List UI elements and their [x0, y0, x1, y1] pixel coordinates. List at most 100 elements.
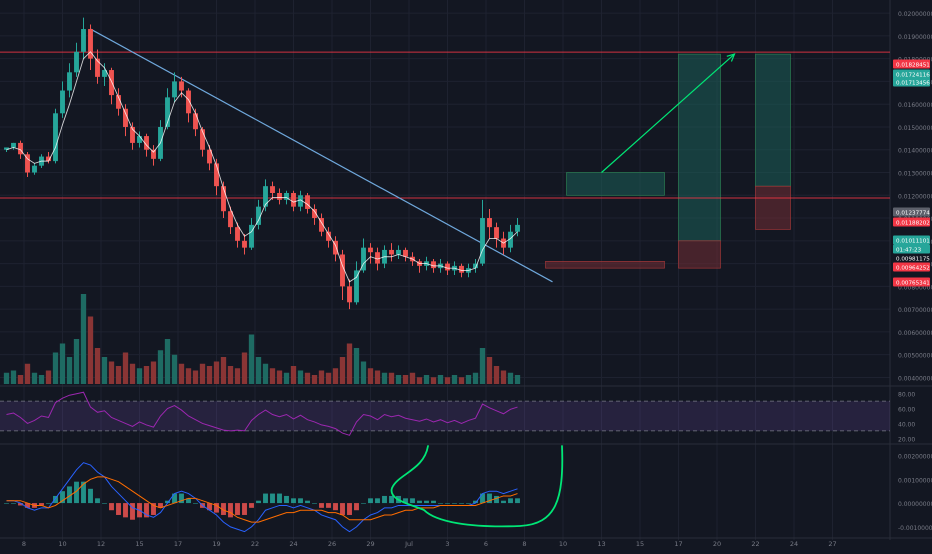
candle-body: [487, 218, 492, 228]
candle-body: [319, 218, 324, 232]
price-label-text: 01:47:23: [896, 248, 922, 254]
time-tick-label: 10: [559, 540, 567, 548]
volume-bar: [66, 357, 73, 384]
volume-bar: [248, 334, 255, 384]
time-tick-label: Jul: [404, 540, 413, 548]
stop-zone[interactable]: [678, 240, 721, 269]
candle-body: [193, 113, 198, 130]
price-label-badge[interactable]: [893, 207, 930, 217]
candle-body: [389, 249, 394, 255]
price-label-badge[interactable]: [893, 253, 930, 263]
hand-drawn-annotation[interactable]: [390, 445, 564, 528]
volume-bar: [157, 350, 164, 384]
volume-bar: [199, 363, 206, 384]
macd-histogram-bar: [410, 498, 415, 504]
time-tick-label: 17: [174, 540, 182, 548]
price-label-badge[interactable]: [893, 235, 930, 245]
price-label-badge[interactable]: [893, 262, 930, 272]
projection-arrow-shaft[interactable]: [601, 53, 735, 173]
volume-bar: [227, 366, 234, 384]
candle-body: [277, 193, 282, 200]
volume-bars: [3, 294, 521, 384]
volume-bar: [472, 372, 479, 384]
price-label-badge[interactable]: [893, 277, 930, 287]
macd-panel[interactable]: 0.00200000 0.00100000 0.00000000 -0.0010000…: [4, 454, 932, 533]
horizontal-levels[interactable]: [0, 51, 890, 199]
volume-bar: [332, 368, 339, 384]
volume-bar: [143, 366, 150, 384]
volume-bar: [304, 372, 311, 384]
macd-histogram-bar: [284, 495, 289, 504]
macd-line: [6, 462, 518, 533]
projection-arrow[interactable]: [601, 53, 736, 173]
price-label-badge[interactable]: [893, 244, 930, 254]
target-zone[interactable]: [566, 172, 665, 196]
volume-bar: [311, 375, 318, 384]
price-label-text: 0.01828451: [896, 63, 930, 69]
volume-bar: [416, 377, 423, 384]
candle-body: [228, 211, 233, 228]
price-label-badge[interactable]: [893, 217, 930, 227]
volume-bar: [458, 377, 465, 384]
volume-bar: [353, 348, 360, 384]
time-axis[interactable]: 8 10 12 15 17 19 22 24 26 29 Jul 3 6 8 10 13 15 17 20 22 24 2…: [22, 540, 837, 548]
candle-body: [207, 149, 212, 164]
candle-body: [368, 247, 373, 253]
candle-body: [102, 70, 107, 77]
volume-bar: [115, 366, 122, 384]
price-label-text: 0.01011101: [896, 239, 930, 245]
time-tick-label: 15: [636, 540, 644, 548]
time-tick-label: 8: [22, 540, 26, 548]
price-label-badge[interactable]: [893, 59, 930, 69]
volume-bar: [59, 343, 66, 384]
volume-bar: [73, 339, 80, 384]
candle-body: [4, 147, 9, 150]
macd-histogram-bar: [368, 498, 373, 504]
volume-bar: [136, 368, 143, 384]
macd-tick-label: 0.00100000: [898, 477, 932, 484]
macd-histogram-bar: [312, 503, 317, 504]
candle-body: [459, 265, 464, 273]
macd-histogram-bar: [291, 498, 296, 504]
price-tick-label: 0.01200000: [898, 193, 932, 200]
hand-drawn-curve[interactable]: [390, 445, 564, 528]
macd-tick-label: 0.00000000: [898, 501, 932, 508]
stop-zone[interactable]: [755, 185, 791, 230]
price-tick-label: 0.00800000: [898, 284, 932, 291]
volume-bar: [514, 375, 521, 384]
time-tick-label: 26: [328, 540, 336, 548]
macd-histogram-bar: [424, 500, 429, 504]
candle-body: [53, 113, 58, 162]
price-label-badge[interactable]: [893, 77, 930, 87]
macd-histogram-bar: [354, 503, 359, 511]
macd-histogram-bar: [277, 493, 282, 504]
candle-body: [116, 95, 121, 109]
price-label-badge[interactable]: [893, 69, 930, 79]
target-zone[interactable]: [678, 53, 721, 242]
candle-body: [109, 70, 114, 96]
volume-bar: [241, 352, 248, 384]
volume-bar: [290, 366, 297, 384]
volume-bar: [213, 361, 220, 384]
macd-histogram-bar: [53, 495, 58, 504]
time-tick-label: 15: [135, 540, 143, 548]
volume-bar: [409, 372, 416, 384]
position-zones: [545, 53, 791, 269]
price-axis[interactable]: 0.020000000.019000000.018000000.01700000…: [893, 11, 932, 382]
candle-body: [88, 29, 93, 59]
candle-body: [214, 163, 219, 187]
downtrend-line[interactable]: [90, 28, 553, 283]
target-zone[interactable]: [755, 53, 791, 187]
price-tick-label: 0.01600000: [898, 102, 932, 109]
stop-zone[interactable]: [545, 261, 665, 269]
trendline-group[interactable]: [90, 28, 553, 283]
price-label-text: 0.00964252: [896, 266, 930, 272]
price-label-text: 0.00765341: [896, 281, 930, 287]
candle-body: [11, 142, 16, 148]
macd-tick-label: 0.00200000: [898, 454, 932, 461]
candle-body: [333, 240, 338, 255]
rsi-panel[interactable]: 80.00 60.00 40.00 20.00: [0, 391, 915, 444]
projection-arrow-head[interactable]: [726, 53, 736, 62]
